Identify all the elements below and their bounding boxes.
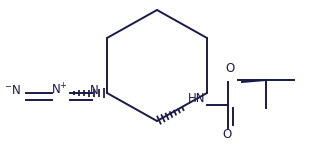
Text: O: O [225,62,234,75]
Text: HN: HN [188,92,205,104]
Text: $^{-}$N: $^{-}$N [4,84,21,96]
Text: O: O [222,128,231,141]
Text: N$^{+}$: N$^{+}$ [51,82,68,98]
Text: N: N [90,84,99,96]
